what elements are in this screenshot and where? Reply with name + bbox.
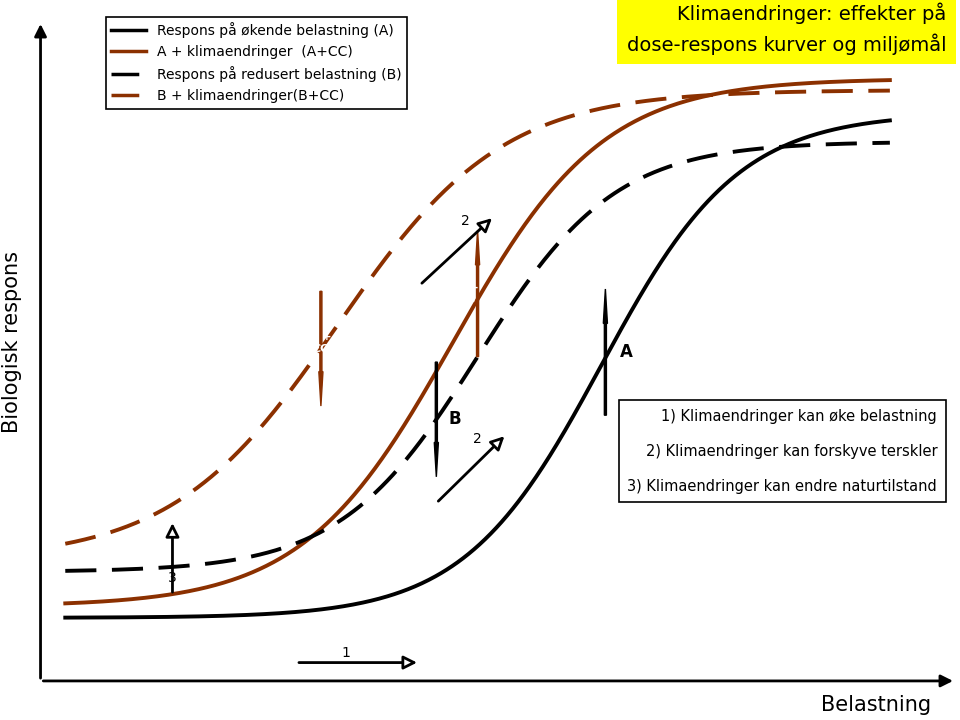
Text: 2: 2: [473, 432, 482, 446]
FancyArrow shape: [603, 289, 608, 415]
FancyArrow shape: [434, 362, 439, 477]
Text: A +
CC: A + CC: [457, 283, 478, 305]
Text: Klimaendringer: effekter på
dose-respons kurver og miljømål: Klimaendringer: effekter på dose-respons…: [627, 3, 947, 55]
Text: 3: 3: [168, 571, 177, 585]
Text: 1) Klimaendringer kan øke belastning

2) Klimaendringer kan forskyve terskler

3: 1) Klimaendringer kan øke belastning 2) …: [628, 409, 937, 494]
Text: Belastning: Belastning: [821, 696, 931, 715]
FancyArrow shape: [475, 230, 480, 356]
Text: Biologisk respons: Biologisk respons: [2, 251, 22, 433]
FancyArrow shape: [319, 292, 323, 406]
Text: 1: 1: [341, 647, 350, 660]
Legend: Respons på økende belastning (A), A + klimaendringer  (A+CC), Respons på reduser: Respons på økende belastning (A), A + kl…: [106, 17, 407, 109]
Text: B +
CC: B + CC: [310, 332, 331, 354]
Text: 2: 2: [461, 214, 469, 228]
Text: A: A: [620, 343, 633, 361]
Text: B: B: [448, 410, 462, 428]
